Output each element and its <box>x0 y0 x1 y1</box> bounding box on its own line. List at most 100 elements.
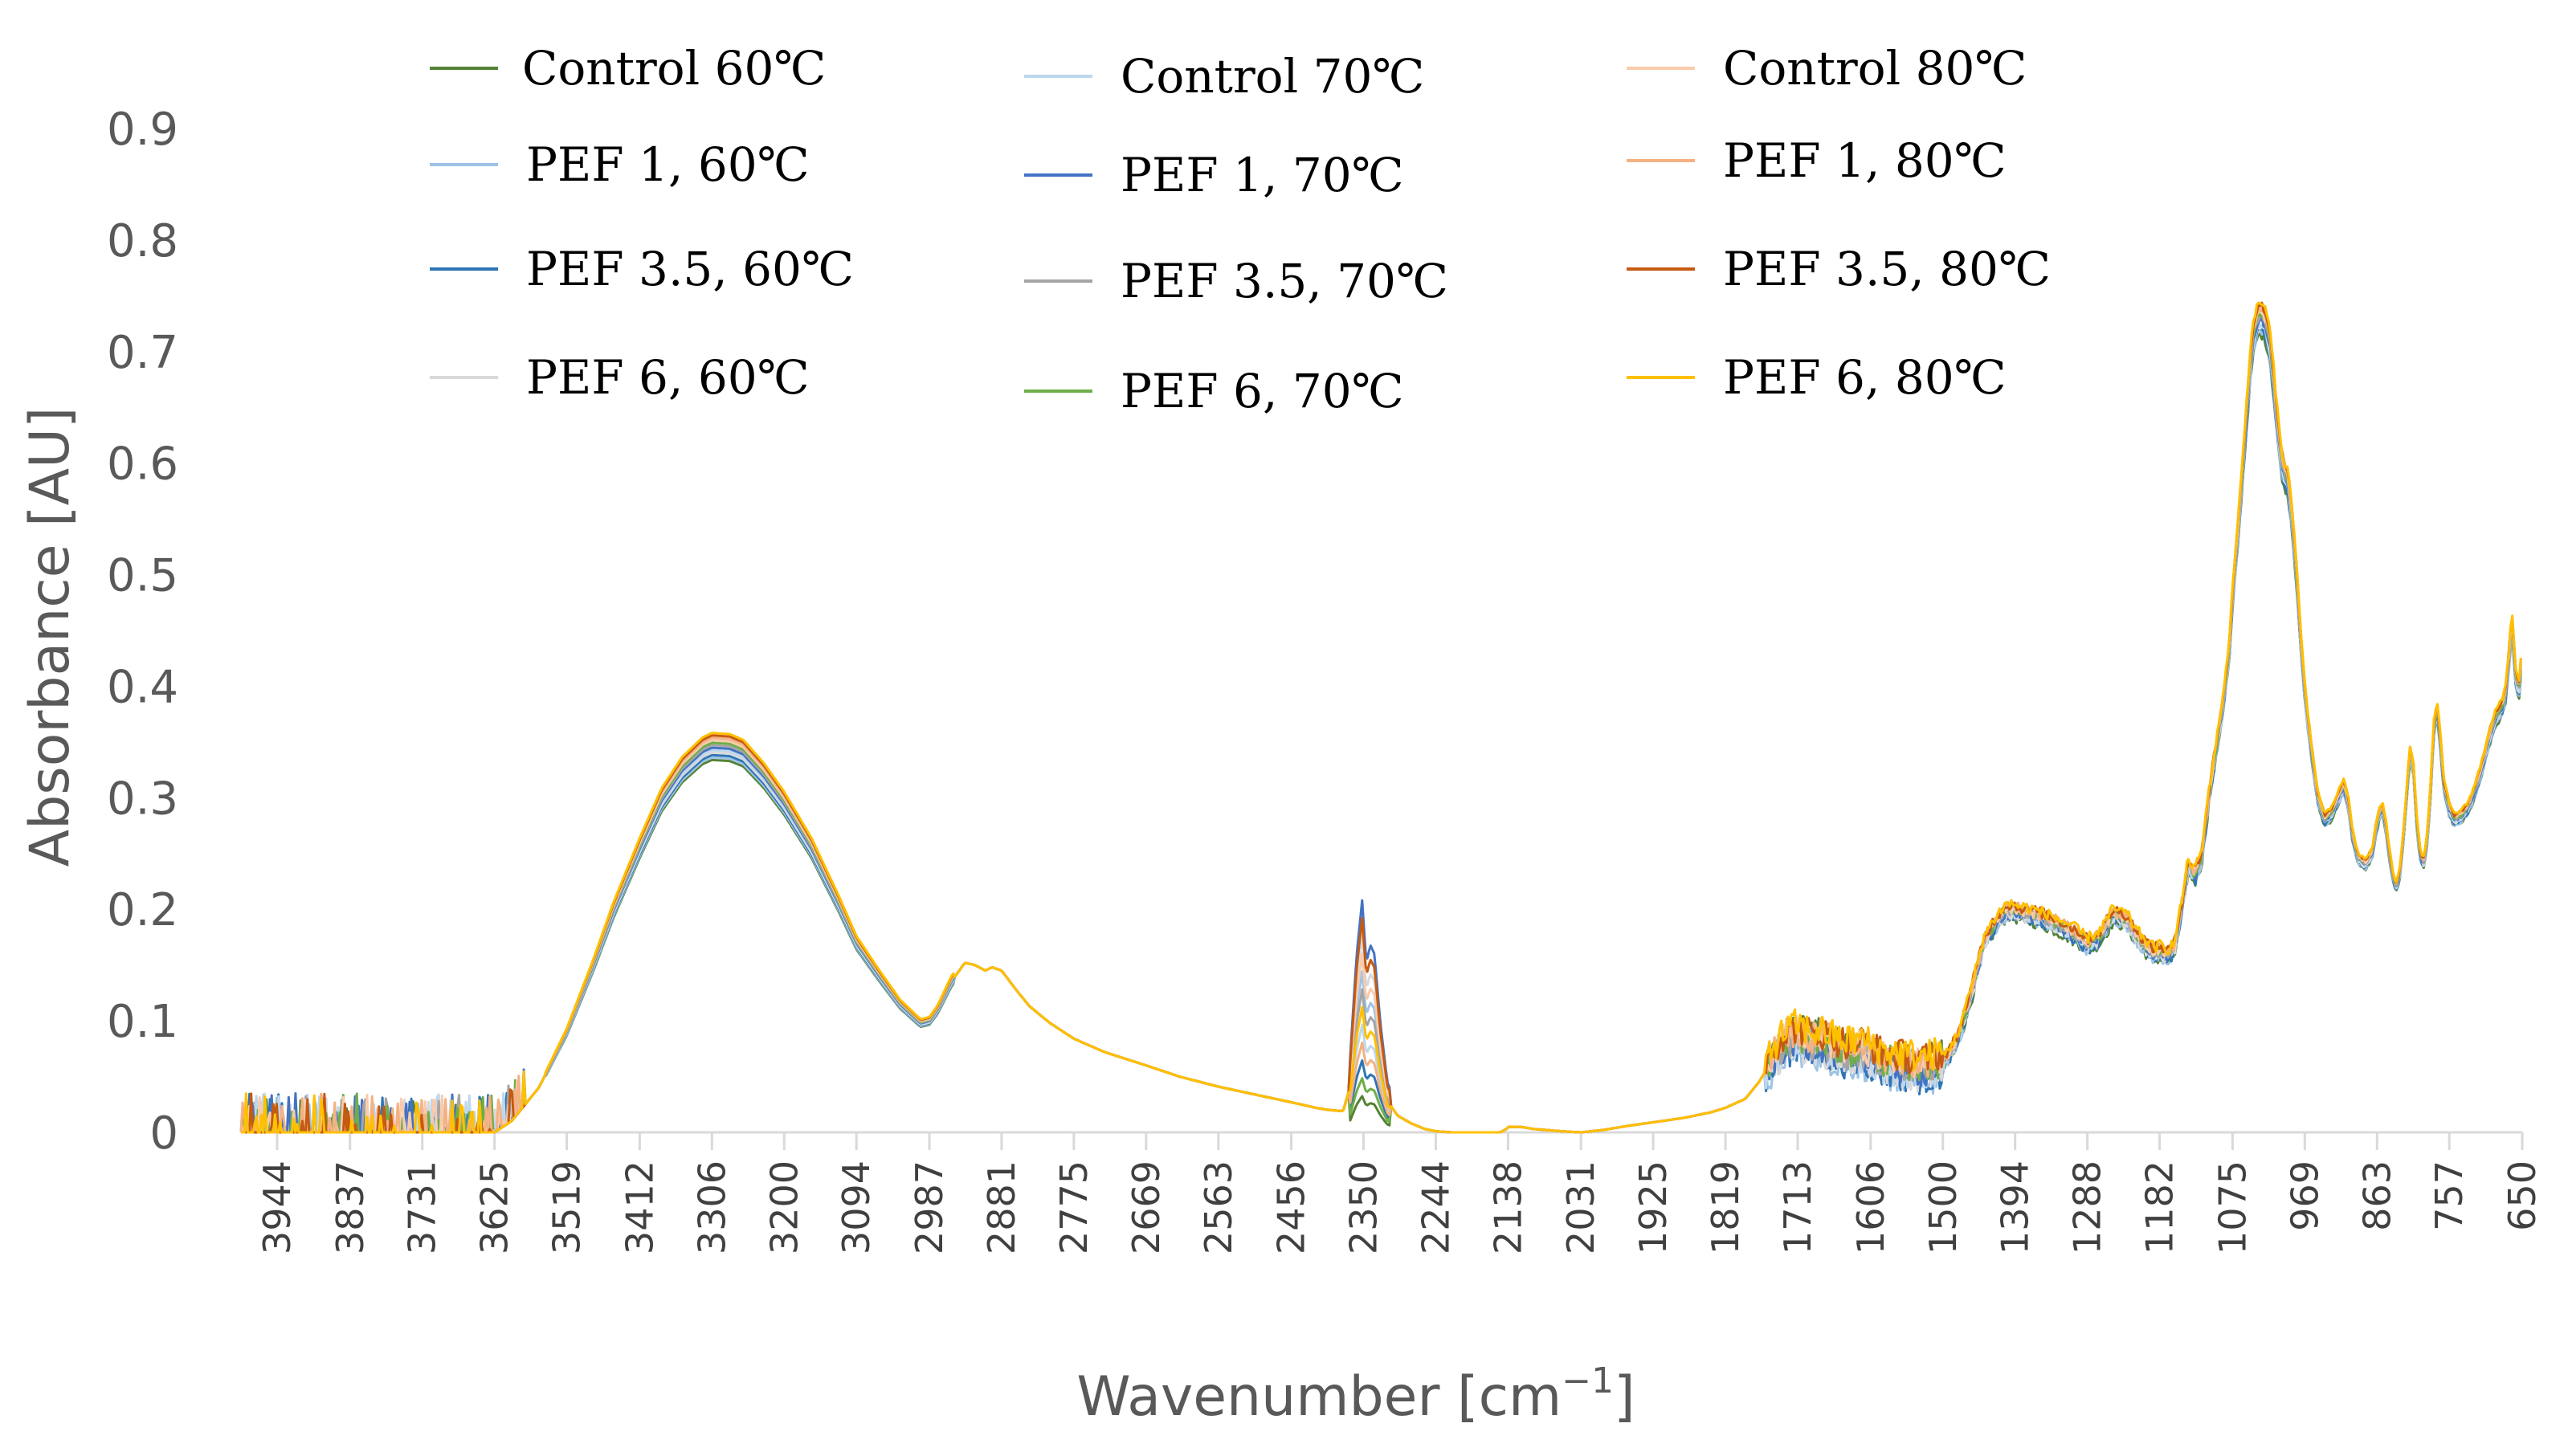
y-tick-label: 0.9 <box>107 104 178 156</box>
series-lines <box>239 301 2522 1134</box>
y-tick-label: 0.6 <box>107 438 178 491</box>
x-axis-title-end: ] <box>1614 1365 1635 1429</box>
legend-label-name: PEF 1, 70 <box>1121 148 1352 202</box>
legend-label-unit: ℃ <box>1974 41 2027 96</box>
legend-label-unit: ℃ <box>1372 49 1424 104</box>
legend-label-name: PEF 3.5, 80 <box>1723 242 1998 296</box>
x-axis-ticks: 3944 3837 3731 3625 3519 3412 3306 3200 3094 2987… <box>255 1132 2544 1254</box>
x-tick-label: 1182 <box>2138 1160 2182 1254</box>
x-tick-label: 3731 <box>401 1160 444 1254</box>
y-tick-label: 0.2 <box>107 884 178 936</box>
legend-label-unit: ℃ <box>1396 254 1448 308</box>
x-tick-label: 1713 <box>1776 1160 1819 1254</box>
legend-label-name: Control 70 <box>1121 49 1372 104</box>
y-tick-label: 0.7 <box>107 327 178 379</box>
legend-label-unit: ℃ <box>1954 133 2007 188</box>
x-tick-label: 969 <box>2283 1160 2326 1231</box>
x-axis-title-main: Wavenumber [cm <box>1076 1365 1562 1429</box>
x-tick-label: 1394 <box>1994 1160 2037 1254</box>
series-line-4 <box>240 324 2522 1134</box>
legend-label-unit: ℃ <box>1954 350 2007 405</box>
x-tick-label: 863 <box>2355 1160 2399 1231</box>
x-tick-label: 2881 <box>980 1160 1023 1254</box>
legend-label: Control 80℃ <box>1723 41 2027 96</box>
x-tick-label: 2669 <box>1125 1160 1168 1254</box>
x-tick-label: 1500 <box>1921 1160 1965 1254</box>
legend-label-name: PEF 6, 80 <box>1723 350 1954 405</box>
y-axis-title: Absorbance [AU] <box>18 407 82 867</box>
series-line-3 <box>241 326 2522 1134</box>
x-tick-label: 1925 <box>1631 1160 1675 1254</box>
legend-label: PEF 1, 80℃ <box>1723 133 2007 188</box>
x-tick-label: 1606 <box>1849 1160 1892 1254</box>
series-line-7 <box>241 313 2522 1134</box>
series-line-12 <box>241 301 2522 1134</box>
x-tick-label: 3412 <box>618 1160 661 1254</box>
series-line-9 <box>239 307 2522 1134</box>
x-tick-label: 3306 <box>690 1160 733 1254</box>
x-tick-label: 3625 <box>473 1160 516 1254</box>
legend-label-name: PEF 3.5, 70 <box>1121 254 1396 308</box>
legend-label-unit: ℃ <box>757 137 810 192</box>
legend-label-name: PEF 6, 60 <box>526 350 757 405</box>
legend-label-unit: ℃ <box>1998 242 2051 296</box>
legend-label: PEF 6, 80℃ <box>1723 350 2007 405</box>
y-tick-label: 0.3 <box>107 773 178 825</box>
x-tick-label: 2775 <box>1052 1160 1096 1254</box>
legend-label: PEF 1, 60℃ <box>526 137 810 192</box>
legend-label-name: PEF 6, 70 <box>1121 364 1352 418</box>
legend-label-name: Control 80 <box>1723 41 1974 96</box>
legend-label-unit: ℃ <box>1352 364 1404 418</box>
legend-label-name: PEF 3.5, 60 <box>526 242 802 296</box>
x-tick-label: 1288 <box>2066 1160 2109 1254</box>
x-tick-label: 2244 <box>1414 1160 1457 1254</box>
x-tick-label: 1075 <box>2211 1160 2254 1254</box>
series-line-11 <box>241 301 2522 1134</box>
legend-label-name: PEF 1, 60 <box>526 137 757 192</box>
x-tick-label: 2563 <box>1197 1160 1240 1254</box>
series-line-10 <box>239 308 2522 1134</box>
legend-label-unit: ℃ <box>774 41 826 96</box>
legend-label: PEF 6, 70℃ <box>1121 364 1404 418</box>
legend-label: PEF 6, 60℃ <box>526 350 810 405</box>
y-tick-label: 0.5 <box>107 550 178 602</box>
series-line-2 <box>241 327 2522 1134</box>
legend-label-unit: ℃ <box>757 350 810 405</box>
x-tick-label: 3944 <box>255 1160 299 1254</box>
series-line-5 <box>239 320 2522 1134</box>
x-tick-label: 3094 <box>835 1160 878 1254</box>
x-tick-label: 3519 <box>545 1160 589 1254</box>
legend-label: PEF 3.5, 70℃ <box>1121 254 1448 308</box>
x-tick-label: 2350 <box>1342 1160 1386 1254</box>
legend-label: PEF 3.5, 60℃ <box>526 242 854 296</box>
x-tick-label: 2987 <box>908 1160 951 1254</box>
series-line-8 <box>239 313 2522 1134</box>
legend-label: Control 70℃ <box>1121 49 1424 104</box>
y-tick-label: 0.4 <box>107 661 178 713</box>
legend-label: Control 60℃ <box>522 41 826 96</box>
y-axis-ticks: 0 0.1 0.2 0.3 0.4 0.5 0.6 0.7 0.8 0.9 <box>107 104 178 1160</box>
x-tick-label: 1819 <box>1704 1160 1747 1254</box>
x-axis-title: Wavenumber [cm−1] <box>1076 1360 1635 1429</box>
x-tick-label: 2138 <box>1486 1160 1529 1254</box>
y-tick-label: 0.8 <box>107 215 178 267</box>
legend-label-name: PEF 1, 80 <box>1723 133 1954 188</box>
x-tick-label: 3837 <box>329 1160 372 1254</box>
x-tick-label: 757 <box>2427 1160 2471 1231</box>
x-tick-label: 3200 <box>762 1160 806 1254</box>
x-tick-label: 2456 <box>1270 1160 1313 1254</box>
series-line-6 <box>241 316 2522 1134</box>
y-tick-label: 0 <box>149 1107 178 1160</box>
legend-label-name: Control 60 <box>522 41 774 96</box>
x-axis-title-sup: −1 <box>1562 1360 1614 1401</box>
x-tick-label: 650 <box>2501 1160 2544 1231</box>
series-line-1 <box>241 332 2522 1134</box>
legend-label: PEF 3.5, 80℃ <box>1723 242 2051 296</box>
x-tick-label: 2031 <box>1559 1160 1602 1254</box>
legend-label-unit: ℃ <box>1352 148 1404 202</box>
legend-label: PEF 1, 70℃ <box>1121 148 1404 202</box>
y-tick-label: 0.1 <box>107 996 178 1048</box>
legend-label-unit: ℃ <box>802 242 854 296</box>
